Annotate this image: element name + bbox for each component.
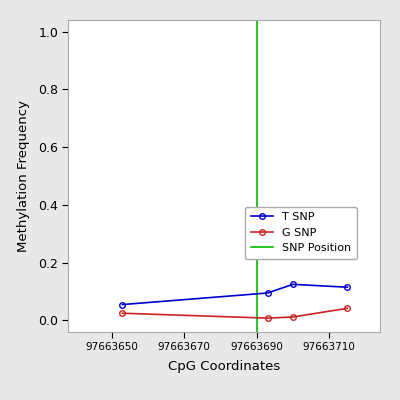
T SNP	[265, 290, 270, 295]
G SNP	[120, 311, 125, 316]
Line: G SNP: G SNP	[120, 306, 350, 321]
T SNP	[120, 302, 125, 307]
Y-axis label: Methylation Frequency: Methylation Frequency	[17, 100, 30, 252]
Line: T SNP: T SNP	[120, 282, 350, 307]
G SNP	[290, 314, 295, 319]
Legend: T SNP, G SNP, SNP Position: T SNP, G SNP, SNP Position	[245, 206, 356, 259]
T SNP	[345, 285, 350, 290]
X-axis label: CpG Coordinates: CpG Coordinates	[168, 360, 280, 373]
G SNP	[265, 316, 270, 320]
T SNP	[290, 282, 295, 287]
G SNP	[345, 306, 350, 311]
